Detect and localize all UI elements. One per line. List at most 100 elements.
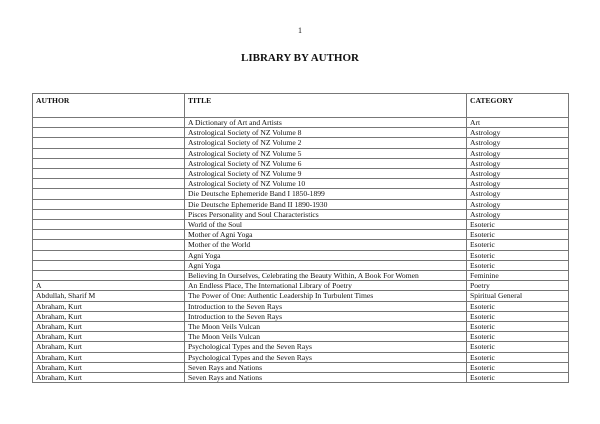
- page-title: LIBRARY BY AUTHOR: [241, 52, 359, 64]
- cell-title: Agni Yoga: [184, 259, 467, 272]
- cell-title: Believing In Ourselves, Celebrating the …: [184, 270, 467, 282]
- cell-category: Esoteric: [466, 361, 569, 374]
- cell-category: Astrology: [466, 137, 569, 149]
- cell-category: Esoteric: [466, 249, 569, 261]
- cell-title: A Dictionary of Art and Artists: [184, 116, 467, 129]
- cell-category: Art: [466, 116, 569, 129]
- cell-author: [32, 157, 185, 170]
- cell-category: Astrology: [466, 178, 569, 190]
- cell-title: Pisces Personality and Soul Characterist…: [184, 208, 467, 221]
- table-row: Astrological Society of NZ Volume 8 Astro…: [32, 127, 569, 139]
- cell-category: Astrology: [466, 188, 569, 200]
- cell-author: Abdullah, Sharif M: [32, 290, 185, 302]
- cell-author: [32, 147, 185, 159]
- cell-category: Esoteric: [466, 239, 569, 251]
- cell-author: Abraham, Kurt: [32, 351, 185, 363]
- cell-title: The Power of One: Authentic Leadership I…: [184, 290, 467, 302]
- table-row: Die Deutsche Ephemeride Band I 1850-1899…: [32, 188, 569, 200]
- table-row: Abraham, Kurt Seven Rays and Nations Esote…: [32, 372, 569, 384]
- cell-author: A: [32, 280, 185, 292]
- table-header-row: AUTHOR TITLE CATEGORY: [32, 93, 569, 118]
- table-row: Abraham, Kurt Introduction to the Seven R…: [32, 310, 569, 323]
- column-header-author: AUTHOR: [32, 93, 185, 118]
- cell-author: [32, 127, 185, 139]
- table-row: Die Deutsche Ephemeride Band II 1890-193…: [32, 198, 569, 210]
- cell-category: Spiritual General: [466, 290, 569, 302]
- table-row: Astrological Society of NZ Volume 6 Astro…: [32, 157, 569, 170]
- cell-category: Astrology: [466, 147, 569, 159]
- cell-title: Introduction to the Seven Rays: [184, 310, 467, 323]
- table-row: Abraham, Kurt Introduction to the Seven R…: [32, 300, 569, 312]
- cell-author: [32, 188, 185, 200]
- cell-author: [32, 249, 185, 261]
- cell-title: Agni Yoga: [184, 249, 467, 261]
- cell-title: Astrological Society of NZ Volume 5: [184, 147, 467, 159]
- table-row: Abraham, Kurt Seven Rays and Nations Esote…: [32, 361, 569, 374]
- table-row: Mother of the World Esoteric: [32, 239, 569, 251]
- cell-author: Abraham, Kurt: [32, 300, 185, 312]
- table-row: Astrological Society of NZ Volume 10 Astr…: [32, 178, 569, 190]
- cell-title: World of the Soul: [184, 219, 467, 231]
- cell-category: Esoteric: [466, 219, 569, 231]
- cell-category: Poetry: [466, 280, 569, 292]
- cell-category: Esoteric: [466, 372, 569, 384]
- cell-title: The Moon Veils Vulcan: [184, 321, 467, 333]
- cell-title: Seven Rays and Nations: [184, 361, 467, 374]
- cell-title: Astrological Society of NZ Volume 8: [184, 127, 467, 139]
- cell-author: Abraham, Kurt: [32, 310, 185, 323]
- table-row: Astrological Society of NZ Volume 9 Astro…: [32, 168, 569, 180]
- cell-author: [32, 168, 185, 180]
- column-header-title: TITLE: [184, 93, 467, 118]
- cell-author: [32, 229, 185, 241]
- table-row: Pisces Personality and Soul Characterist…: [32, 208, 569, 221]
- table-row: Abraham, Kurt Psychological Types and the…: [32, 351, 569, 363]
- cell-category: Astrology: [466, 168, 569, 180]
- table-row: Astrological Society of NZ Volume 2 Astro…: [32, 137, 569, 149]
- table-row: Agni Yoga Esoteric: [32, 249, 569, 261]
- cell-title: An Endless Place, The International Libr…: [184, 280, 467, 292]
- cell-category: Esoteric: [466, 351, 569, 363]
- page-number: 1: [298, 26, 302, 35]
- table-row: Abraham, Kurt The Moon Veils Vulcan Esoter…: [32, 321, 569, 333]
- cell-title: Astrological Society of NZ Volume 2: [184, 137, 467, 149]
- table-row: Agni Yoga Esoteric: [32, 259, 569, 272]
- cell-title: Astrological Society of NZ Volume 9: [184, 168, 467, 180]
- table-row: A An Endless Place, The International Lib…: [32, 280, 569, 292]
- cell-title: Astrological Society of NZ Volume 6: [184, 157, 467, 170]
- cell-title: Die Deutsche Ephemeride Band I 1850-1899: [184, 188, 467, 200]
- cell-category: Feminine: [466, 270, 569, 282]
- table-row: Abraham, Kurt Psychological Types and the…: [32, 341, 569, 353]
- cell-category: Esoteric: [466, 229, 569, 241]
- cell-title: Die Deutsche Ephemeride Band II 1890-193…: [184, 198, 467, 210]
- table-row: Astrological Society of NZ Volume 5 Astro…: [32, 147, 569, 159]
- cell-author: [32, 137, 185, 149]
- cell-author: [32, 259, 185, 272]
- cell-author: Abraham, Kurt: [32, 341, 185, 353]
- table-row: Abdullah, Sharif M The Power of One: Auth…: [32, 290, 569, 302]
- cell-title: Introduction to the Seven Rays: [184, 300, 467, 312]
- cell-category: Esoteric: [466, 300, 569, 312]
- cell-title: The Moon Veils Vulcan: [184, 331, 467, 343]
- cell-author: Abraham, Kurt: [32, 331, 185, 343]
- table-row: Abraham, Kurt The Moon Veils Vulcan Esoter…: [32, 331, 569, 343]
- table-row: Believing In Ourselves, Celebrating the …: [32, 270, 569, 282]
- cell-author: [32, 208, 185, 221]
- cell-category: Esoteric: [466, 341, 569, 353]
- cell-category: Astrology: [466, 157, 569, 170]
- cell-category: Esoteric: [466, 259, 569, 272]
- cell-title: Seven Rays and Nations: [184, 372, 467, 384]
- cell-title: Psychological Types and the Seven Rays: [184, 341, 467, 353]
- cell-author: [32, 178, 185, 190]
- column-header-category: CATEGORY: [466, 93, 569, 118]
- cell-title: Astrological Society of NZ Volume 10: [184, 178, 467, 190]
- cell-author: Abraham, Kurt: [32, 361, 185, 374]
- cell-category: Astrology: [466, 208, 569, 221]
- cell-title: Psychological Types and the Seven Rays: [184, 351, 467, 363]
- cell-category: Esoteric: [466, 321, 569, 333]
- cell-author: [32, 116, 185, 129]
- cell-category: Esoteric: [466, 331, 569, 343]
- table-row: World of the Soul Esoteric: [32, 219, 569, 231]
- table-row: Mother of Agni Yoga Esoteric: [32, 229, 569, 241]
- cell-title: Mother of Agni Yoga: [184, 229, 467, 241]
- cell-category: Astrology: [466, 198, 569, 210]
